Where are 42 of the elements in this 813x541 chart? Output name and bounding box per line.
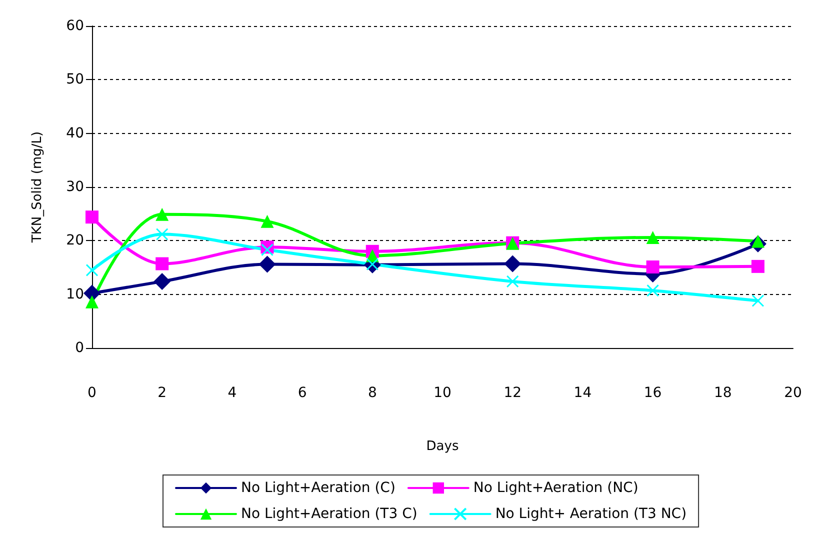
x-tick-label: 18	[714, 385, 732, 401]
x-axis-title: Days	[426, 439, 459, 454]
y-tick-label: 10	[66, 286, 84, 302]
point	[504, 255, 522, 272]
point	[646, 230, 660, 244]
point	[751, 260, 764, 273]
legend-label: No Light+Aeration (NC)	[473, 480, 638, 496]
y-tick-label: 0	[75, 340, 84, 356]
point	[752, 294, 764, 308]
legend-label: No Light+Aeration (C)	[241, 480, 396, 496]
point	[646, 284, 660, 297]
point	[506, 275, 519, 288]
point	[156, 228, 168, 240]
y-tick-label: 60	[66, 18, 84, 34]
x-tick-label: 14	[574, 385, 592, 401]
x-tick-label: 0	[88, 385, 96, 401]
x-tick-label: 4	[228, 385, 237, 401]
point	[646, 260, 660, 274]
point	[84, 284, 100, 302]
y-tick-label: 30	[66, 179, 84, 195]
point	[156, 208, 169, 221]
x-tick-label: 8	[368, 385, 377, 401]
legend-label: No Light+Aeration (T3 C)	[241, 506, 418, 522]
x-tick-label: 20	[784, 385, 802, 401]
legend-label: No Light+ Aeration (T3 NC)	[495, 506, 687, 522]
y-tick-label: 20	[66, 232, 84, 249]
x-tick-label: 12	[504, 385, 522, 401]
x-tick-label: 2	[158, 385, 167, 401]
y-tick-label: 40	[66, 125, 84, 142]
y-tick-label: 50	[66, 72, 84, 88]
x-tick-label: 16	[644, 385, 662, 401]
point	[258, 256, 276, 273]
y-axis-title: TKN_Solid (mg/L)	[30, 131, 45, 244]
point	[86, 264, 98, 276]
point	[156, 257, 169, 270]
point	[86, 295, 98, 308]
point	[260, 214, 274, 228]
point	[261, 244, 274, 256]
x-tick-label: 10	[434, 385, 452, 401]
x-tick-label: 6	[298, 385, 307, 401]
point	[154, 272, 171, 290]
point	[86, 210, 98, 224]
